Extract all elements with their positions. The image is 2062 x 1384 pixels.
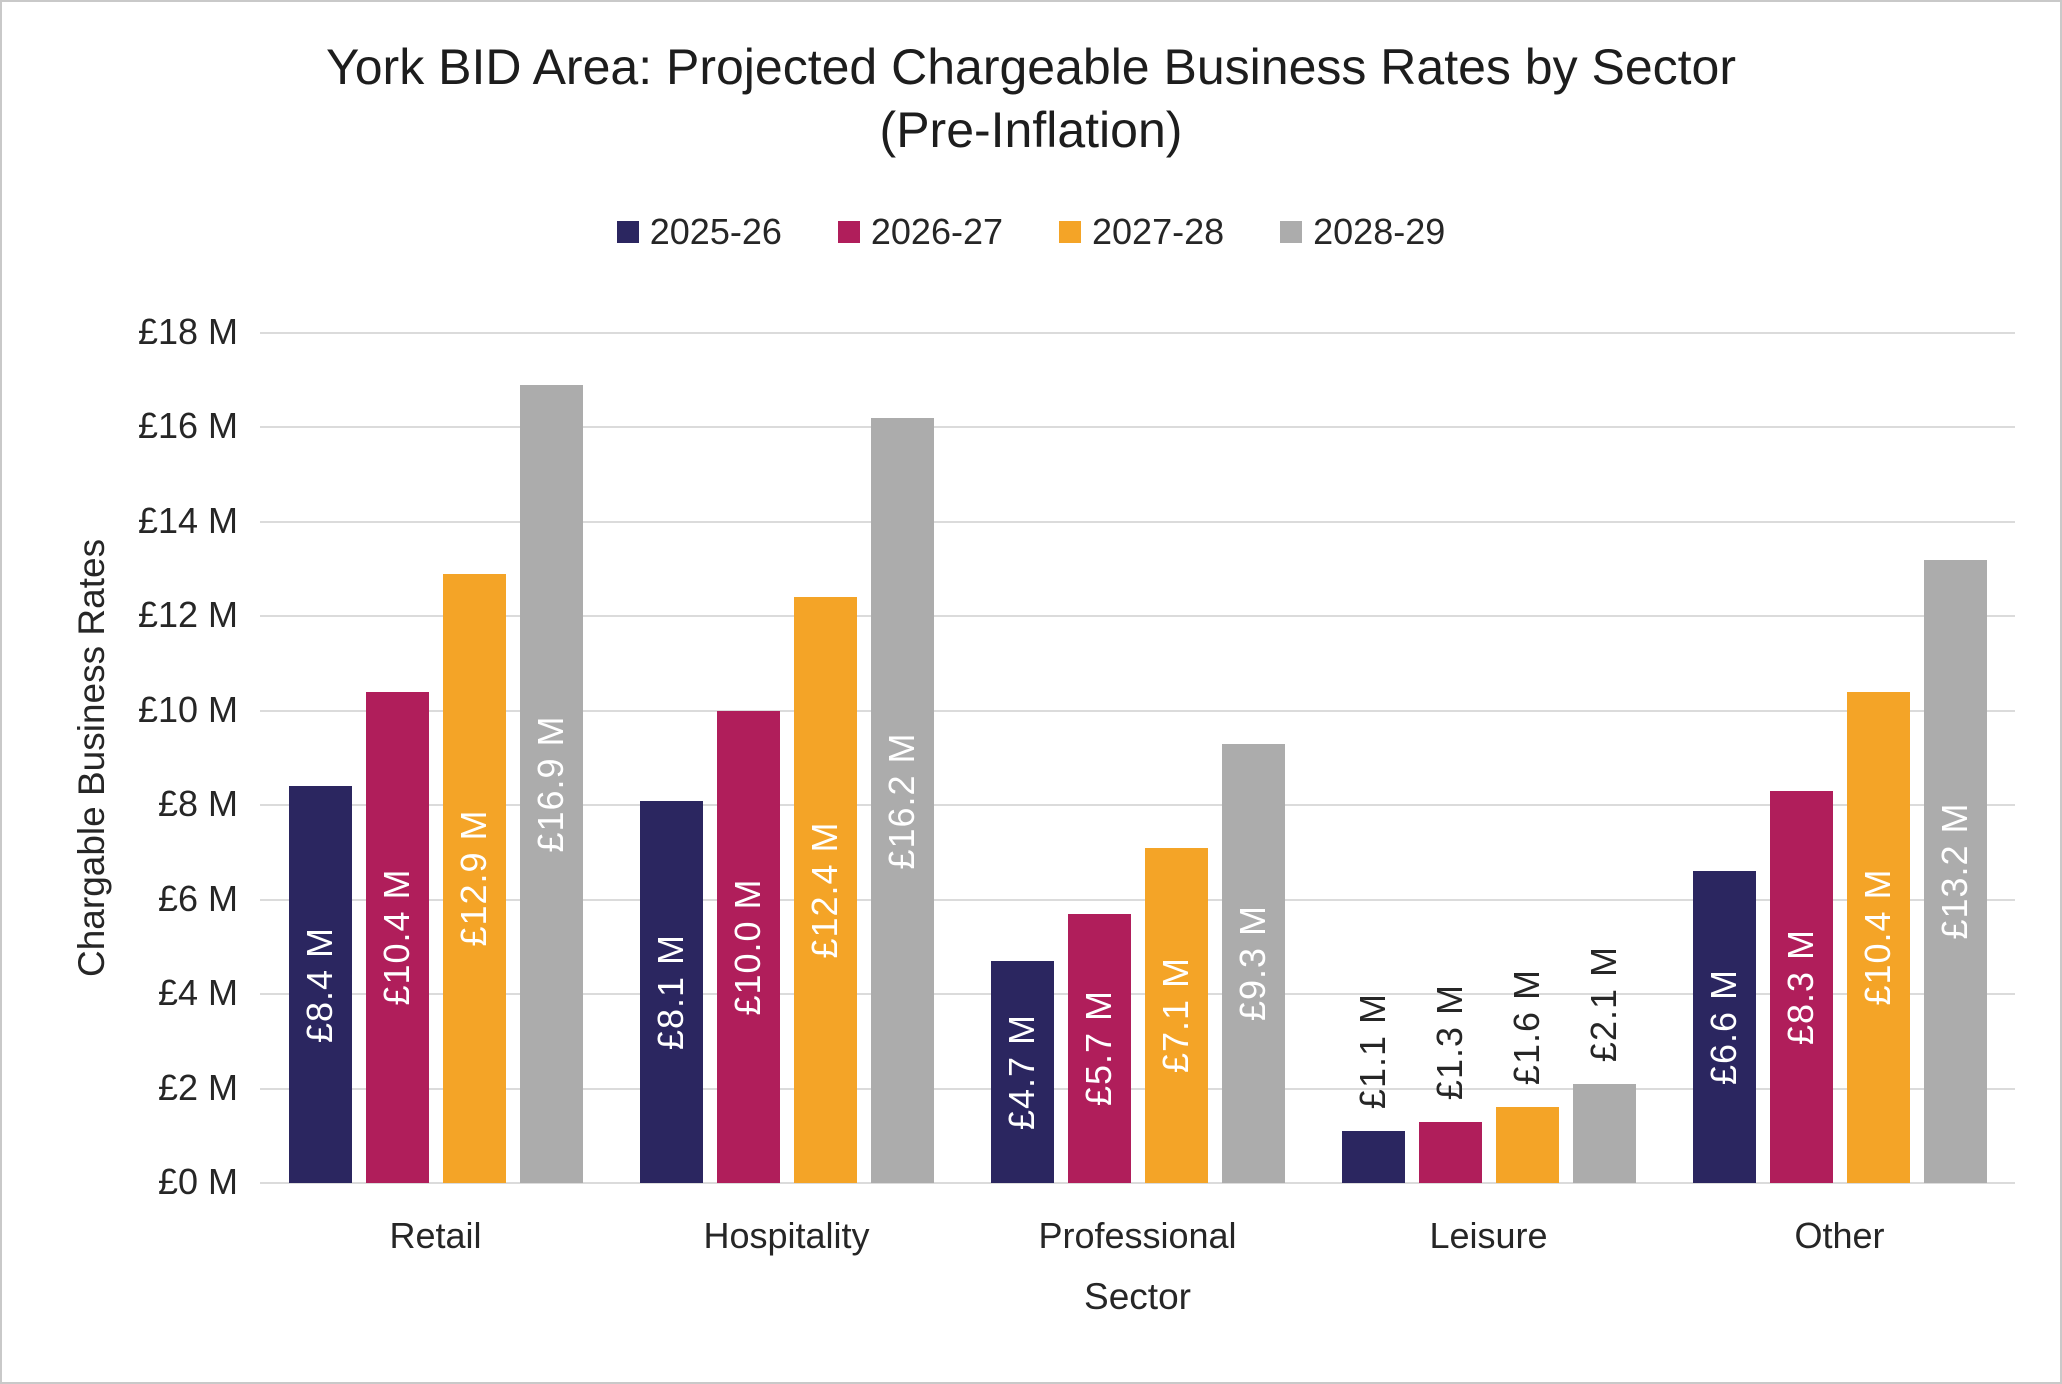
y-tick-label: £0 M xyxy=(157,1161,238,1202)
y-tick-label: £4 M xyxy=(157,972,238,1014)
bar-value-label: £1.3 M xyxy=(1429,983,1470,1100)
bar-value-label: £1.6 M xyxy=(1506,969,1547,1086)
bar[interactable]: £16.2 M xyxy=(870,418,934,1183)
bar-value-label: £8.3 M xyxy=(1780,929,1821,1046)
bar-value-label: £10.4 M xyxy=(1857,868,1898,1006)
gridline xyxy=(260,898,2015,901)
gridline xyxy=(260,709,2015,712)
bar-value-label: £13.2 M xyxy=(1934,802,1975,940)
legend-label: 2025-26 xyxy=(649,211,782,252)
bar[interactable]: £9.3 M xyxy=(1221,743,1285,1183)
bar[interactable]: £16.9 M xyxy=(519,384,583,1183)
bar-group: £8.1 M £10.0 M £12.4 M £16.2 M Hospitality xyxy=(611,333,962,1256)
bar-value-label: £10.4 M xyxy=(376,868,417,1006)
y-tick-label: £2 M xyxy=(157,1066,238,1108)
y-axis-ticks: £0 M £2 M £4 M £6 M £8 M £10 M £12 M £14 M £16 M… xyxy=(2,311,238,1202)
y-tick-label: £10 M xyxy=(137,688,238,730)
bar[interactable]: £8.1 M xyxy=(639,800,703,1183)
bar[interactable]: £4.7 M xyxy=(990,961,1054,1183)
gridline xyxy=(260,332,2015,334)
chart-title-line2: (Pre-Inflation) xyxy=(879,102,1183,158)
bar[interactable]: £1.6 M xyxy=(1495,969,1559,1183)
legend-item[interactable]: 2027-28 xyxy=(1059,211,1224,253)
bar-value-label: £16.9 M xyxy=(530,715,571,853)
bar-value-label: £6.6 M xyxy=(1703,969,1744,1086)
bar[interactable]: £8.4 M xyxy=(288,786,352,1183)
bar[interactable]: £12.4 M xyxy=(793,597,857,1183)
gridline xyxy=(260,426,2015,429)
y-tick-label: £14 M xyxy=(137,499,238,541)
bar-group: £1.1 M £1.3 M £1.6 M £2.1 M Leisure xyxy=(1313,333,1664,1256)
legend-swatch xyxy=(837,221,860,243)
legend-swatch xyxy=(1059,221,1081,243)
bar[interactable]: £13.2 M xyxy=(1923,559,1987,1183)
bar-group: £8.4 M £10.4 M £12.9 M £16.9 M Retail xyxy=(260,333,611,1256)
bar-value-label: £7.1 M xyxy=(1155,957,1196,1074)
legend-swatch xyxy=(1280,221,1303,243)
y-tick-label: £12 M xyxy=(137,594,238,636)
bar-value-label: £9.3 M xyxy=(1232,905,1273,1022)
bar-value-label: £12.9 M xyxy=(453,809,494,947)
bar[interactable]: £10.4 M xyxy=(1846,691,1910,1183)
bar[interactable]: £7.1 M xyxy=(1144,847,1208,1183)
category-label: Retail xyxy=(389,1215,482,1256)
legend-label: 2026-27 xyxy=(870,211,1003,252)
bar[interactable]: £6.6 M xyxy=(1692,871,1756,1183)
bar-value-label: £8.1 M xyxy=(650,933,691,1050)
bar[interactable]: £10.0 M xyxy=(716,710,780,1183)
legend-item[interactable]: 2025-26 xyxy=(616,211,782,253)
legend-item[interactable]: 2026-27 xyxy=(837,211,1003,253)
gridline xyxy=(260,1087,2015,1090)
bar-value-label: £12.4 M xyxy=(804,821,845,959)
bar[interactable]: £1.1 M xyxy=(1341,993,1405,1183)
gridline xyxy=(260,804,2015,807)
gridline xyxy=(260,520,2015,523)
category-label: Other xyxy=(1794,1215,1885,1256)
plot-area: £8.4 M £10.4 M £12.9 M £16.9 M Retail £8.1 M £… xyxy=(260,332,2015,1256)
bar[interactable]: £1.3 M xyxy=(1418,984,1482,1183)
legend-label: 2027-28 xyxy=(1092,211,1225,252)
legend: 2025-26 2026-27 2027-28 2028-29 xyxy=(2,208,2060,256)
legend-label: 2028-29 xyxy=(1313,211,1446,252)
bar[interactable]: £5.7 M xyxy=(1067,913,1131,1183)
chart-title: York BID Area: Projected Chargeable Busi… xyxy=(2,36,2060,162)
bar-value-label: £2.1 M xyxy=(1583,945,1624,1062)
chart-title-line1: York BID Area: Projected Chargeable Busi… xyxy=(325,39,1736,95)
y-tick-label: £8 M xyxy=(157,783,238,825)
bar-group: £4.7 M £5.7 M £7.1 M £9.3 M Professional xyxy=(962,333,1313,1256)
y-tick-label: £6 M xyxy=(157,877,238,919)
bar[interactable]: £8.3 M xyxy=(1769,791,1833,1183)
gridline xyxy=(260,993,2015,996)
gridline xyxy=(260,615,2015,618)
bar-group: £6.6 M £8.3 M £10.4 M £13.2 M Other xyxy=(1664,333,2015,1256)
bar[interactable]: £10.4 M xyxy=(365,691,429,1183)
y-tick-label: £18 M xyxy=(137,311,238,352)
category-label: Professional xyxy=(1038,1215,1237,1256)
x-axis-title: Sector xyxy=(1084,1276,1191,1317)
legend-swatch xyxy=(616,221,639,243)
bar-value-label: £5.7 M xyxy=(1078,990,1119,1107)
category-label: Hospitality xyxy=(703,1215,870,1256)
gridline xyxy=(260,1182,2015,1184)
bar-value-label: £1.1 M xyxy=(1352,993,1393,1110)
bar[interactable]: £2.1 M xyxy=(1572,946,1636,1183)
bar-value-label: £8.4 M xyxy=(299,926,340,1043)
bar[interactable]: £12.9 M xyxy=(442,573,506,1183)
category-label: Leisure xyxy=(1429,1215,1548,1256)
bar-value-label: £10.0 M xyxy=(727,878,768,1016)
y-tick-label: £16 M xyxy=(137,405,238,447)
bar-value-label: £4.7 M xyxy=(1001,1014,1042,1131)
legend-item[interactable]: 2028-29 xyxy=(1280,211,1445,253)
bar-value-label: £16.2 M xyxy=(881,731,922,870)
